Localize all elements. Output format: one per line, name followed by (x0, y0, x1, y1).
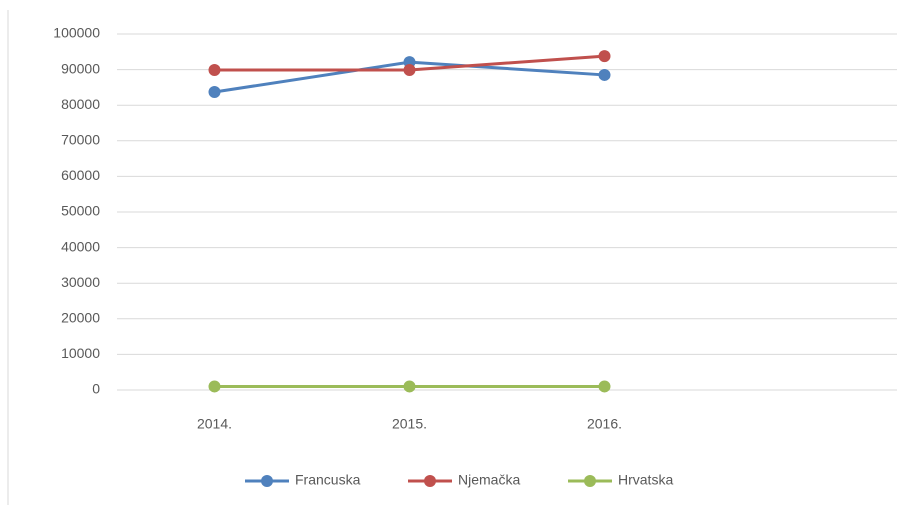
legend-label: Francuska (295, 472, 361, 488)
y-tick-label: 40000 (61, 238, 100, 254)
data-point (403, 380, 416, 393)
y-tick-label: 100000 (53, 25, 100, 41)
data-point (403, 63, 416, 76)
legend-marker (424, 475, 436, 487)
data-point (208, 63, 221, 76)
y-tick-label: 60000 (61, 167, 100, 183)
y-tick-label: 30000 (61, 274, 100, 290)
data-point (208, 86, 221, 99)
data-point (598, 68, 611, 81)
y-tick-label: 10000 (61, 345, 100, 361)
data-point (598, 380, 611, 393)
x-tick-label: 2014. (197, 416, 232, 432)
data-point (208, 380, 221, 393)
y-tick-label: 70000 (61, 132, 100, 148)
legend-label: Njemačka (458, 472, 520, 488)
y-tick-label: 50000 (61, 203, 100, 219)
legend-label: Hrvatska (618, 472, 673, 488)
data-point (598, 50, 611, 63)
legend-marker (584, 475, 596, 487)
y-tick-label: 0 (92, 381, 100, 397)
x-tick-label: 2015. (392, 416, 427, 432)
x-tick-label: 2016. (587, 416, 622, 432)
legend-marker (261, 475, 273, 487)
y-tick-label: 20000 (61, 310, 100, 326)
y-tick-label: 90000 (61, 60, 100, 76)
y-tick-label: 80000 (61, 96, 100, 112)
